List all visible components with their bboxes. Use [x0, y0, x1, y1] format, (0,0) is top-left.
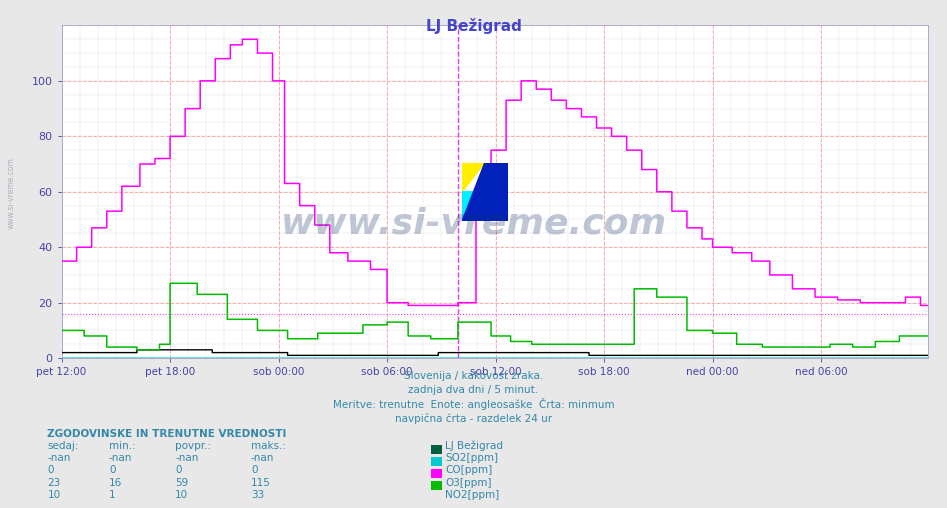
Text: 23: 23: [47, 478, 61, 488]
Text: O3[ppm]: O3[ppm]: [445, 478, 491, 488]
Text: 33: 33: [251, 490, 264, 500]
Text: min.:: min.:: [109, 441, 135, 451]
Text: NO2[ppm]: NO2[ppm]: [445, 490, 499, 500]
Text: 1: 1: [109, 490, 116, 500]
Text: 10: 10: [47, 490, 61, 500]
Polygon shape: [462, 163, 485, 192]
Text: www.si-vreme.com: www.si-vreme.com: [280, 207, 667, 240]
Text: 10: 10: [175, 490, 188, 500]
Text: 59: 59: [175, 478, 188, 488]
Text: sedaj:: sedaj:: [47, 441, 79, 451]
Text: ZGODOVINSKE IN TRENUTNE VREDNOSTI: ZGODOVINSKE IN TRENUTNE VREDNOSTI: [47, 429, 287, 439]
Text: Slovenija / kakovost zraka.: Slovenija / kakovost zraka.: [403, 371, 544, 381]
Text: povpr.:: povpr.:: [175, 441, 211, 451]
Polygon shape: [462, 163, 508, 221]
Text: -nan: -nan: [109, 453, 133, 463]
Text: zadnja dva dni / 5 minut.: zadnja dva dni / 5 minut.: [408, 385, 539, 395]
Text: CO[ppm]: CO[ppm]: [445, 465, 492, 475]
Text: 115: 115: [251, 478, 271, 488]
Text: -nan: -nan: [175, 453, 199, 463]
Text: 0: 0: [251, 465, 258, 475]
Text: 16: 16: [109, 478, 122, 488]
Text: LJ Bežigrad: LJ Bežigrad: [425, 18, 522, 34]
Text: -nan: -nan: [251, 453, 275, 463]
Text: Meritve: trenutne  Enote: angleosaške  Črta: minmum: Meritve: trenutne Enote: angleosaške Črt…: [332, 398, 615, 410]
Polygon shape: [462, 192, 485, 221]
Text: 0: 0: [175, 465, 182, 475]
Text: LJ Bežigrad: LJ Bežigrad: [445, 441, 503, 452]
Text: www.si-vreme.com: www.si-vreme.com: [7, 157, 16, 229]
Text: maks.:: maks.:: [251, 441, 286, 451]
Text: 0: 0: [109, 465, 116, 475]
Text: 0: 0: [47, 465, 54, 475]
Text: -nan: -nan: [47, 453, 71, 463]
Text: SO2[ppm]: SO2[ppm]: [445, 453, 498, 463]
Text: navpična črta - razdelek 24 ur: navpična črta - razdelek 24 ur: [395, 414, 552, 424]
